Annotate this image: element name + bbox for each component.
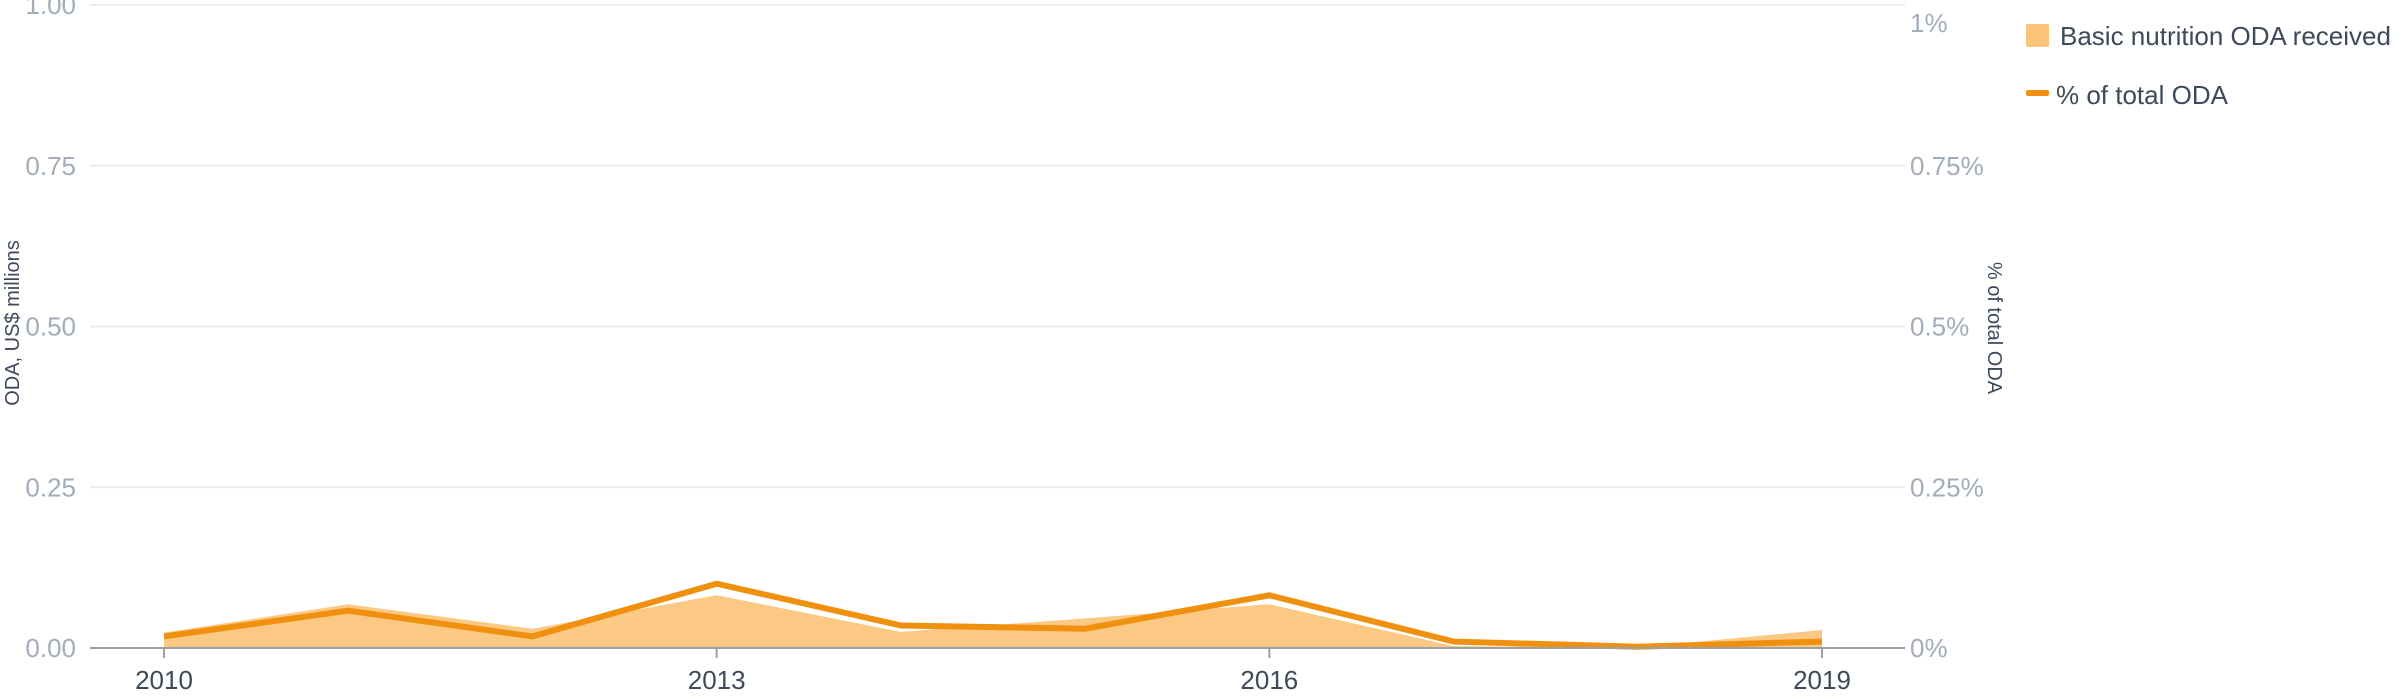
legend-swatch-area[interactable] [2026, 24, 2049, 47]
x-tick-label: 2010 [135, 665, 193, 695]
y-right-tick-label: 0.25% [1910, 472, 1984, 502]
legend-label-line[interactable]: % of total ODA [2056, 80, 2229, 110]
x-tick-label: 2019 [1793, 665, 1851, 695]
legend-label-area[interactable]: Basic nutrition ODA received [2060, 21, 2391, 51]
y-left-axis-title: ODA, US$ millions [2, 240, 24, 406]
y-right-tick-label: 0% [1910, 633, 1948, 663]
x-tick-label: 2013 [688, 665, 746, 695]
line-series [163, 580, 1823, 650]
area-series-fill[interactable] [164, 595, 1822, 648]
line-series-path[interactable] [163, 580, 1823, 650]
y-right-tick-label: 0.75% [1910, 151, 1984, 181]
y-left-tick-label: 0.50 [25, 312, 76, 342]
legend: Basic nutrition ODA received % of total … [2026, 21, 2391, 110]
y-right-tick-label: 0.5% [1910, 312, 1969, 342]
y-left-tick-label: 1.00 [25, 0, 76, 20]
y-left-tick-label: 0.25 [25, 472, 76, 502]
gridlines [90, 4, 1905, 489]
axes: 0.00 0.25 0.50 0.75 1.00 0% 0.25% 0.5% 0.75% 1% 20… [25, 0, 1983, 695]
area-series [164, 595, 1822, 648]
y-right-axis-title: % of total ODA [1983, 262, 2005, 395]
legend-swatch-line[interactable] [2026, 90, 2049, 96]
y-right-tick-label: 1% [1910, 8, 1948, 38]
y-left-tick-label: 0.75 [25, 151, 76, 181]
y-left-tick-label: 0.00 [25, 633, 76, 663]
x-tick-label: 2016 [1240, 665, 1298, 695]
